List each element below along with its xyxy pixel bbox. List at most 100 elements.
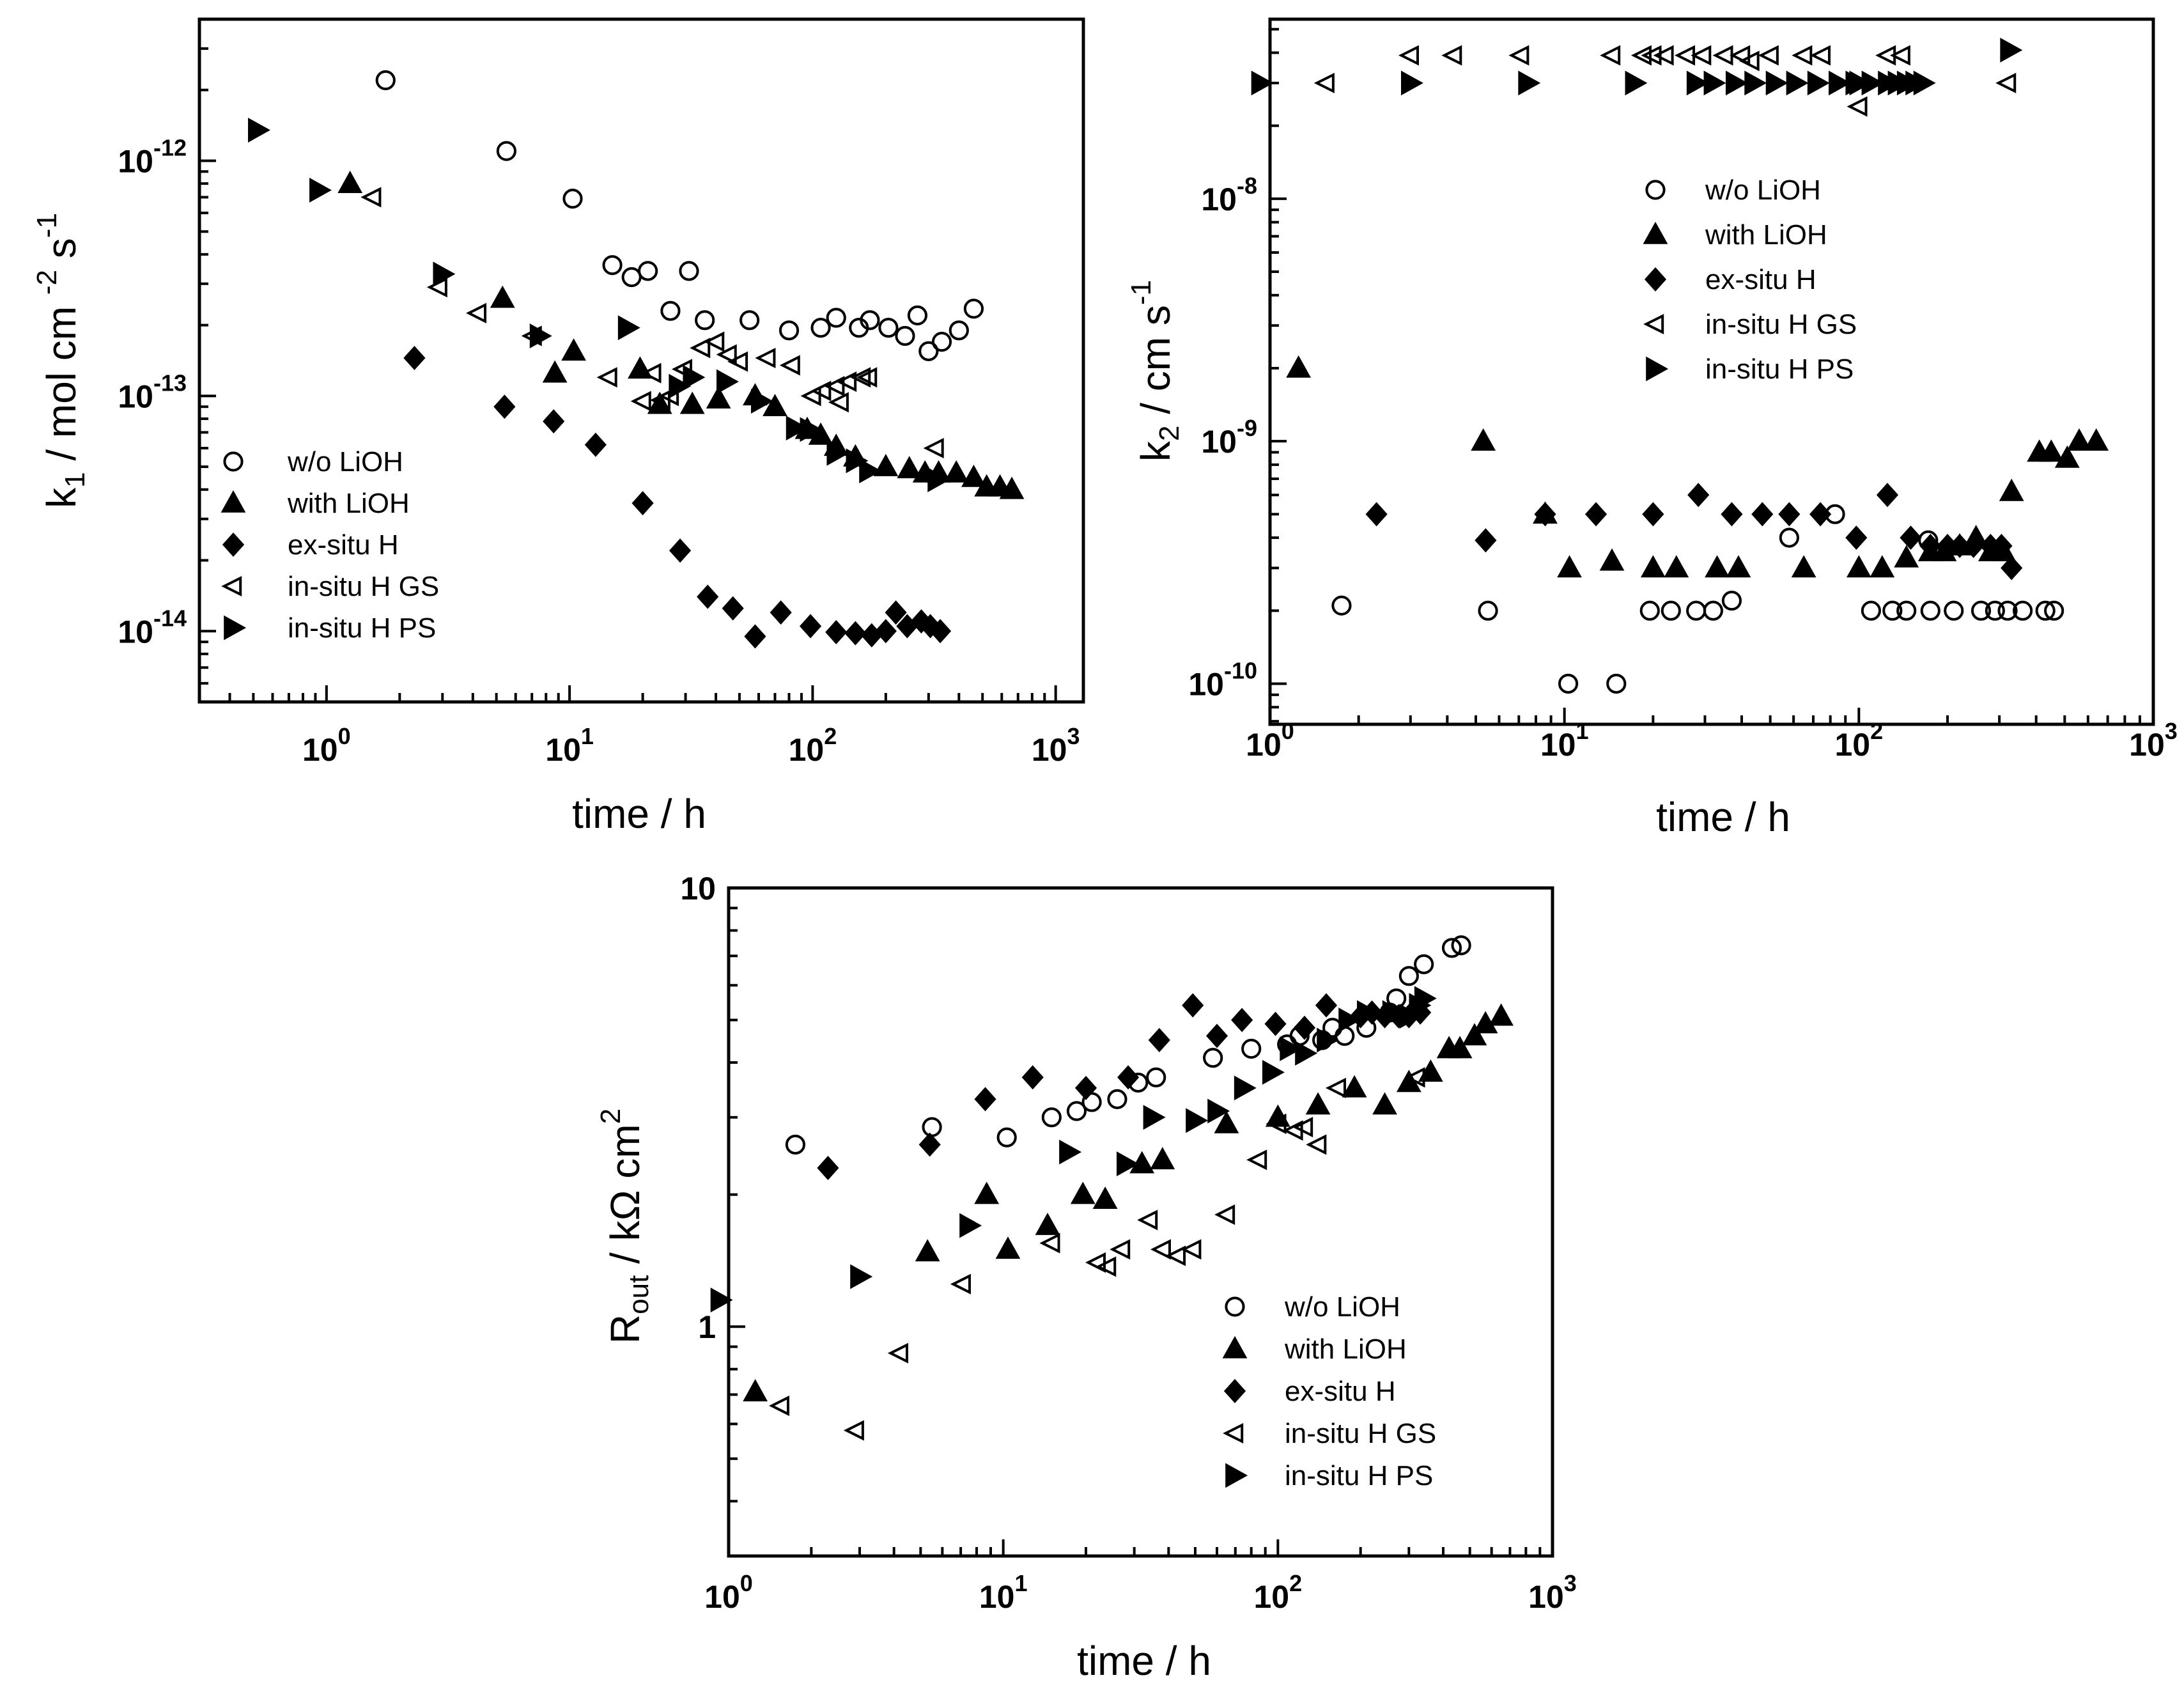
data-point bbox=[999, 476, 1025, 499]
series-ex-situ-h bbox=[403, 346, 952, 649]
data-point bbox=[1165, 1245, 1186, 1266]
k1-x-axis-label: time / h bbox=[572, 791, 706, 837]
legend-marker bbox=[1643, 221, 1668, 244]
data-point bbox=[1372, 1092, 1397, 1115]
data-point bbox=[1489, 1003, 1514, 1026]
data-point bbox=[1599, 548, 1625, 571]
data-point bbox=[770, 600, 792, 625]
k1-chart: 100 101 102 103 10-14 10-13 10-12 time / h k1 … bbox=[31, 17, 1085, 837]
data-point bbox=[596, 367, 617, 388]
data-point bbox=[337, 171, 363, 193]
data-point bbox=[1041, 1107, 1062, 1128]
data-point bbox=[1475, 528, 1497, 553]
data-point bbox=[918, 341, 939, 361]
data-point bbox=[1039, 1233, 1060, 1254]
data-point bbox=[1639, 600, 1660, 621]
data-point bbox=[1944, 600, 1964, 621]
data-point bbox=[602, 255, 623, 276]
data-point bbox=[1305, 1092, 1331, 1115]
data-point bbox=[1518, 70, 1541, 96]
data-point bbox=[1691, 45, 1712, 66]
data-point bbox=[1725, 70, 1748, 96]
series-ex-situ-h bbox=[1365, 483, 2023, 580]
data-point bbox=[824, 376, 845, 397]
data-point bbox=[529, 323, 552, 348]
data-point bbox=[1356, 1000, 1379, 1025]
data-point bbox=[1920, 600, 1940, 621]
legend-marker bbox=[1644, 267, 1667, 292]
data-point bbox=[1809, 502, 1832, 527]
rout-y-axis-label: Rout / kΩ cm2 bbox=[595, 1109, 654, 1344]
data-point bbox=[1203, 1048, 1223, 1068]
data-point bbox=[1404, 1067, 1425, 1088]
data-point bbox=[2035, 600, 2056, 621]
k2-plot-frame bbox=[1268, 17, 2155, 726]
data-point bbox=[817, 1155, 839, 1180]
data-point bbox=[1739, 51, 1760, 72]
data-point bbox=[584, 432, 607, 457]
data-point bbox=[843, 1420, 864, 1441]
data-point bbox=[1338, 1007, 1361, 1032]
legend-marker bbox=[1225, 1296, 1245, 1317]
data-point bbox=[716, 344, 737, 365]
data-point bbox=[961, 464, 986, 487]
data-point bbox=[850, 1264, 873, 1289]
data-point bbox=[1870, 555, 1895, 578]
data-point bbox=[1241, 1038, 1262, 1059]
data-point bbox=[697, 584, 719, 609]
data-point bbox=[1382, 1000, 1405, 1025]
data-point bbox=[1365, 502, 1388, 527]
data-point bbox=[1896, 600, 1917, 621]
data-point bbox=[800, 417, 823, 442]
data-point bbox=[974, 1181, 1000, 1204]
data-point bbox=[1021, 1065, 1044, 1090]
data-point bbox=[1286, 355, 1312, 378]
data-point bbox=[810, 318, 831, 338]
data-point bbox=[375, 70, 396, 91]
data-point bbox=[1074, 1075, 1097, 1100]
data-point bbox=[1686, 600, 1707, 621]
data-point bbox=[1096, 1256, 1117, 1277]
data-point bbox=[1730, 45, 1751, 66]
data-point bbox=[1264, 1011, 1287, 1036]
data-point bbox=[1214, 1204, 1235, 1225]
data-point bbox=[1971, 600, 1992, 621]
data-point bbox=[1110, 1239, 1131, 1260]
data-point bbox=[836, 371, 857, 393]
data-point bbox=[1995, 72, 2017, 93]
data-point bbox=[1035, 1212, 1060, 1235]
data-point bbox=[617, 315, 640, 341]
data-point bbox=[1999, 478, 2024, 501]
data-point bbox=[897, 456, 922, 479]
data-point bbox=[710, 1288, 733, 1312]
data-point bbox=[786, 416, 809, 441]
data-point bbox=[1292, 1117, 1313, 1138]
legend-label: in-situ H GS bbox=[288, 571, 439, 602]
data-point bbox=[1150, 1147, 1175, 1170]
data-point bbox=[915, 1239, 940, 1262]
data-point bbox=[638, 261, 658, 281]
data-point bbox=[950, 1273, 971, 1295]
data-point bbox=[1414, 986, 1437, 1011]
data-point bbox=[1414, 954, 1434, 974]
data-point bbox=[1214, 1110, 1239, 1133]
data-point bbox=[1919, 533, 1942, 558]
data-point bbox=[1778, 502, 1801, 527]
data-point bbox=[1398, 45, 1419, 66]
legend-label: ex-situ H bbox=[1285, 1376, 1396, 1407]
data-point bbox=[561, 338, 586, 361]
data-point bbox=[856, 367, 878, 388]
data-point bbox=[1317, 1027, 1340, 1053]
data-point bbox=[768, 1395, 789, 1417]
data-point bbox=[1451, 935, 1471, 956]
data-point bbox=[690, 338, 711, 359]
data-point bbox=[1584, 502, 1607, 527]
data-point bbox=[1231, 1007, 1253, 1032]
data-point bbox=[1557, 555, 1582, 578]
series-w-o-lioh bbox=[375, 70, 984, 361]
data-point bbox=[1990, 533, 2013, 558]
series-w-o-lioh bbox=[1331, 504, 2064, 694]
legend-marker bbox=[1225, 1463, 1248, 1488]
